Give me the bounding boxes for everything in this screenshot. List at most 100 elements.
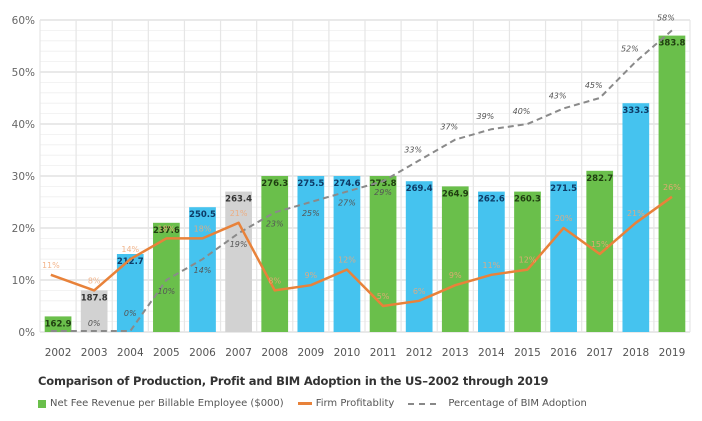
profitability-value-label: 26% bbox=[663, 183, 681, 192]
x-tick-label: 2017 bbox=[586, 347, 613, 359]
x-tick-label: 2015 bbox=[514, 347, 541, 359]
bim-value-label: 45% bbox=[585, 81, 603, 90]
bar-2009 bbox=[297, 176, 325, 332]
x-tick-label: 2006 bbox=[189, 347, 216, 359]
legend-label-bim: Percentage of BIM Adoption bbox=[448, 398, 587, 409]
profitability-value-label: 9% bbox=[304, 271, 317, 280]
x-tick-label: 2010 bbox=[334, 347, 361, 359]
profitability-value-label: 21% bbox=[627, 209, 645, 218]
bar-value-label: 187.8 bbox=[81, 293, 108, 303]
profitability-value-label: 12% bbox=[519, 256, 537, 265]
bar-value-label: 273.8 bbox=[370, 179, 397, 189]
profitability-value-label: 12% bbox=[338, 256, 356, 265]
profitability-value-label: 8% bbox=[88, 276, 101, 285]
bar-2007 bbox=[225, 191, 252, 332]
bim-value-label: 0% bbox=[88, 319, 101, 328]
bar-value-label: 383.8 bbox=[658, 39, 685, 49]
bim-value-label: 25% bbox=[302, 209, 320, 218]
profitability-value-label: 6% bbox=[413, 287, 426, 296]
x-tick-label: 2018 bbox=[622, 347, 649, 359]
bar-2017 bbox=[586, 170, 614, 332]
x-tick-label: 2019 bbox=[659, 347, 686, 359]
bar-2010 bbox=[333, 176, 361, 332]
legend-swatch-bim bbox=[408, 402, 437, 405]
y-tick-label: 50% bbox=[12, 67, 35, 79]
x-tick-label: 2004 bbox=[117, 347, 144, 359]
profitability-value-label: 8% bbox=[268, 276, 281, 285]
bar-2016 bbox=[550, 181, 577, 332]
bar-value-label: 275.5 bbox=[297, 179, 324, 189]
bar-2012 bbox=[405, 181, 433, 332]
x-tick-label: 2007 bbox=[225, 347, 252, 359]
bim-adoption-line bbox=[50, 29, 673, 332]
bim-value-label: 19% bbox=[230, 240, 248, 249]
x-tick-label: 2002 bbox=[45, 347, 72, 359]
firm-profitability-line bbox=[50, 195, 673, 308]
x-tick-label: 2011 bbox=[370, 347, 397, 359]
legend-swatch-profitability bbox=[297, 402, 312, 405]
bar-value-label: 212.7 bbox=[117, 257, 144, 267]
bar-value-label: 333.3 bbox=[622, 106, 649, 116]
bar-2003 bbox=[80, 290, 108, 332]
bim-value-label: 14% bbox=[194, 266, 212, 275]
bim-value-label: 52% bbox=[621, 45, 639, 54]
x-tick-label: 2016 bbox=[550, 347, 577, 359]
x-tick-label: 2013 bbox=[442, 347, 469, 359]
y-tick-label: 0% bbox=[18, 327, 35, 339]
bim-value-label: 58% bbox=[657, 13, 675, 22]
x-tick-label: 2012 bbox=[406, 347, 433, 359]
profitability-value-label: 9% bbox=[449, 271, 462, 280]
profitability-value-label: 21% bbox=[230, 209, 248, 218]
x-tick-label: 2005 bbox=[153, 347, 180, 359]
bim-value-label: 43% bbox=[549, 91, 567, 100]
bar-2008 bbox=[261, 176, 289, 332]
bar-value-label: 269.4 bbox=[406, 184, 433, 194]
x-tick-label: 2009 bbox=[297, 347, 324, 359]
legend-item-bim: Percentage of BIM Adoption bbox=[408, 398, 587, 409]
profitability-value-label: 18% bbox=[157, 224, 175, 233]
legend-item-profitability: Firm Profitablity bbox=[297, 398, 395, 409]
x-tick-label: 2003 bbox=[81, 347, 108, 359]
profitability-value-label: 5% bbox=[377, 292, 390, 301]
bim-value-label: 33% bbox=[404, 145, 422, 154]
legend-swatch-revenue bbox=[38, 399, 46, 408]
y-tick-label: 60% bbox=[12, 15, 35, 27]
bar-2014 bbox=[478, 191, 505, 332]
bim-value-label: 37% bbox=[440, 123, 458, 132]
bar-value-label: 274.6 bbox=[333, 179, 360, 189]
bar-2011 bbox=[369, 176, 397, 332]
bar-value-label: 282.7 bbox=[586, 174, 613, 184]
y-tick-label: 40% bbox=[12, 119, 35, 131]
bar-2006 bbox=[189, 207, 216, 332]
bar-value-label: 237.6 bbox=[153, 226, 180, 236]
bar-2019 bbox=[658, 35, 686, 332]
legend-label-revenue: Net Fee Revenue per Billable Employee ($… bbox=[50, 398, 284, 409]
profitability-value-label: 18% bbox=[194, 224, 212, 233]
chart-caption: Comparison of Production, Profit and BIM… bbox=[38, 374, 549, 388]
profitability-value-label: 15% bbox=[591, 240, 609, 249]
bar-2015 bbox=[514, 191, 541, 332]
bar-value-label: 263.4 bbox=[225, 195, 252, 205]
chart: 0% 10% 20% 30% 40% 50% 60% 162.9 187.8 212.7 237.6… bbox=[12, 13, 691, 359]
legend-label-profitability: Firm Profitablity bbox=[315, 398, 395, 409]
profitability-value-label: 14% bbox=[121, 245, 139, 254]
bim-value-label: 29% bbox=[374, 188, 392, 197]
profitability-value-label: 11% bbox=[482, 261, 500, 270]
bar-2005 bbox=[153, 222, 180, 332]
bar-2002 bbox=[44, 316, 72, 332]
bar-value-label: 260.3 bbox=[514, 195, 541, 205]
y-tick-label: 30% bbox=[12, 171, 35, 183]
bar-value-label: 271.5 bbox=[550, 184, 577, 194]
bar-value-label: 262.6 bbox=[478, 195, 505, 205]
bar-value-label: 250.5 bbox=[189, 210, 216, 220]
bar-value-label: 162.9 bbox=[45, 319, 72, 329]
bim-value-label: 39% bbox=[476, 112, 494, 121]
bar-value-label: 276.3 bbox=[261, 179, 288, 189]
y-tick-label: 10% bbox=[12, 275, 35, 287]
legend-item-revenue: Net Fee Revenue per Billable Employee ($… bbox=[38, 398, 284, 409]
legend: Net Fee Revenue per Billable Employee ($… bbox=[38, 398, 601, 409]
bim-value-label: 10% bbox=[157, 287, 175, 296]
bar-2013 bbox=[441, 186, 469, 332]
bim-value-label: 0% bbox=[124, 309, 137, 318]
bim-value-label: 27% bbox=[338, 199, 356, 208]
